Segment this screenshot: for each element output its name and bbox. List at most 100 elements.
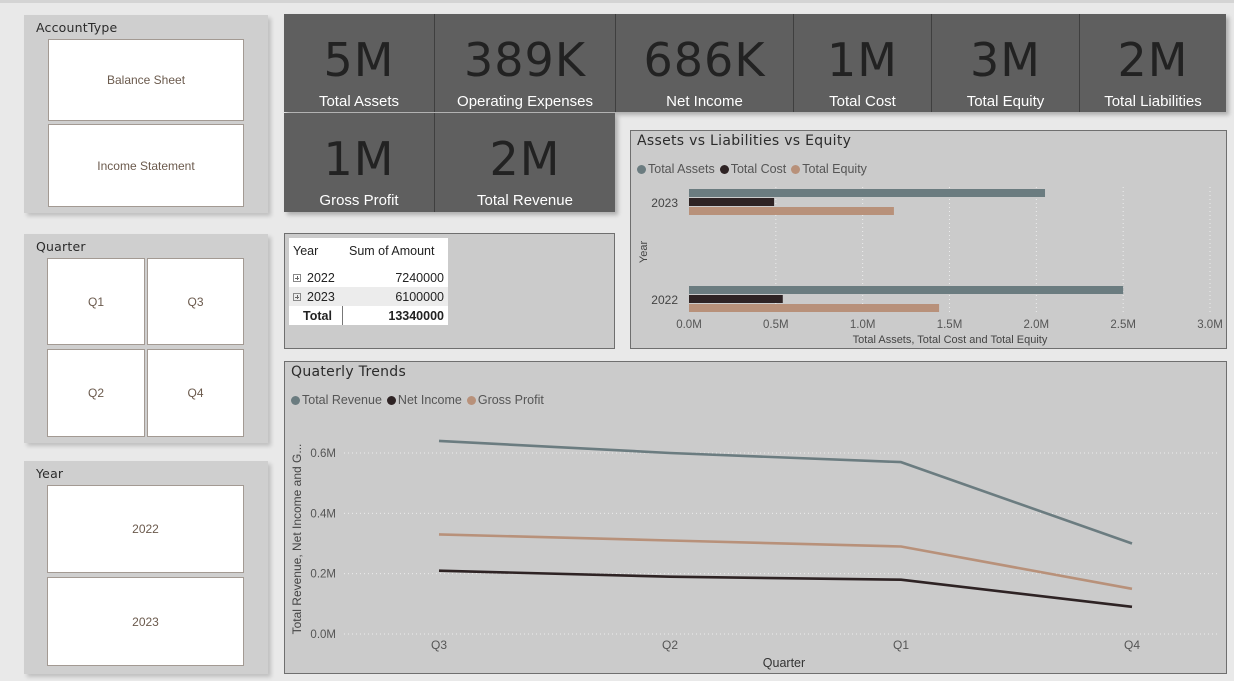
- slicer-item-q3[interactable]: Q3: [147, 258, 244, 345]
- bar: [689, 189, 1046, 197]
- x-tick-label: 1.0M: [850, 319, 876, 331]
- slicer-item-q2[interactable]: Q2: [47, 349, 145, 437]
- x-tick-label: 2.0M: [1024, 319, 1050, 331]
- legend-item[interactable]: Gross Profit: [466, 393, 544, 407]
- table-row: 2023 6100000: [289, 287, 448, 306]
- kpi-card-operating-expenses[interactable]: 389K Operating Expenses: [435, 14, 616, 112]
- matrix-header-row: Year Sum of Amount: [289, 238, 448, 263]
- series-line: [438, 533, 1133, 591]
- slicer-year: Year 2022 2023: [24, 461, 268, 674]
- matrix-header-amount[interactable]: Sum of Amount: [349, 243, 435, 258]
- kpi-label: Total Liabilities: [1104, 93, 1202, 110]
- bar-chart: Year Total Assets, Total Cost and Total …: [638, 187, 1223, 346]
- x-tick-label: 1.5M: [937, 319, 963, 331]
- x-tick-label: 2.5M: [1110, 319, 1136, 331]
- y-tick-label: 0.2M: [310, 569, 336, 581]
- x-tick-label: Q1: [893, 638, 909, 652]
- kpi-card-total-assets[interactable]: 5M Total Assets: [284, 14, 435, 112]
- matrix-year: 2023: [307, 289, 335, 304]
- matrix-panel: Year Sum of Amount 2022 7240000 2023 610…: [284, 233, 615, 349]
- matrix-table: Year Sum of Amount 2022 7240000 2023 610…: [289, 238, 448, 325]
- legend-label: Total Equity: [802, 162, 867, 176]
- slicer-quarter: Quarter Q1 Q3 Q2 Q4: [24, 234, 268, 443]
- kpi-card-total-equity[interactable]: 3M Total Equity: [932, 14, 1080, 112]
- series-line: [438, 569, 1133, 609]
- x-axis-title: Quarter: [763, 656, 805, 670]
- kpi-label: Total Revenue: [477, 192, 573, 209]
- x-tick-label: 0.5M: [763, 319, 789, 331]
- kpi-card-total-liabilities[interactable]: 2M Total Liabilities: [1080, 14, 1226, 112]
- legend-dot-icon: [791, 164, 801, 174]
- kpi-card-total-cost[interactable]: 1M Total Cost: [794, 14, 932, 112]
- bar: [689, 207, 894, 215]
- slicer-item-2023[interactable]: 2023: [47, 577, 244, 666]
- bar: [689, 295, 783, 303]
- kpi-value: 1M: [827, 33, 898, 87]
- y-tick-label: 0.0M: [310, 629, 336, 641]
- kpi-value: 2M: [489, 132, 561, 186]
- kpi-card-net-income[interactable]: 686K Net Income: [616, 14, 794, 112]
- slicer-item-q4[interactable]: Q4: [147, 349, 244, 437]
- kpi-row-1: 5M Total Assets 389K Operating Expenses …: [284, 14, 1226, 112]
- x-tick-label: Q2: [662, 638, 678, 652]
- series-line: [438, 439, 1133, 545]
- bar-chart-panel: Assets vs Liabilities vs Equity Total As…: [630, 130, 1227, 349]
- legend-item[interactable]: Total Assets: [637, 162, 715, 176]
- slicer-item-2022[interactable]: 2022: [47, 485, 244, 573]
- kpi-label: Total Assets: [318, 93, 400, 110]
- kpi-value: 389K: [464, 33, 586, 87]
- legend-dot-icon: [719, 164, 729, 174]
- legend-label: Total Cost: [730, 162, 787, 176]
- top-bar: [0, 0, 1234, 3]
- kpi-value: 686K: [643, 33, 766, 87]
- matrix-amount: 6100000: [395, 289, 444, 304]
- y-axis-title: Total Revenue, Net Income and G...: [290, 444, 304, 635]
- line-chart: Total Revenue, Net Income and G... Quart…: [290, 439, 1219, 670]
- slicer-item-income-statement[interactable]: Income Statement: [48, 124, 244, 207]
- kpi-label: Total Cost: [829, 93, 896, 110]
- kpi-row-2: 1M Gross Profit 2M Total Revenue: [284, 113, 615, 212]
- legend-dot-icon: [637, 164, 646, 174]
- legend-item[interactable]: Total Equity: [791, 162, 867, 176]
- kpi-value: 2M: [1117, 33, 1189, 87]
- y-tick-label: 2023: [651, 196, 678, 210]
- slicer-item-q1[interactable]: Q1: [47, 258, 145, 345]
- kpi-label: Gross Profit: [319, 192, 399, 209]
- matrix-year: 2022: [307, 270, 335, 285]
- table-row: 2022 7240000: [289, 268, 448, 287]
- slicer-account-type: AccountType Balance Sheet Income Stateme…: [24, 15, 268, 213]
- bar: [689, 198, 775, 206]
- line-chart-panel: Quaterly Trends Total Revenue Net Income…: [284, 361, 1227, 674]
- legend-label: Net Income: [397, 393, 462, 407]
- y-tick-label: 0.4M: [310, 508, 336, 520]
- chart-title: Assets vs Liabilities vs Equity: [637, 133, 852, 149]
- kpi-label: Operating Expenses: [457, 93, 593, 110]
- kpi-value: 3M: [970, 33, 1041, 87]
- kpi-card-gross-profit[interactable]: 1M Gross Profit: [284, 113, 435, 212]
- x-tick-label: 3.0M: [1197, 319, 1223, 331]
- legend-item[interactable]: Net Income: [386, 393, 462, 407]
- matrix-header-year[interactable]: Year: [293, 243, 319, 258]
- matrix-total-label: Total: [289, 306, 343, 325]
- slicer-item-balance-sheet[interactable]: Balance Sheet: [48, 39, 244, 121]
- matrix-year-cell: 2022: [289, 271, 343, 285]
- y-tick-label: 0.6M: [310, 448, 336, 460]
- kpi-label: Net Income: [666, 93, 743, 110]
- legend-item[interactable]: Total Cost: [719, 162, 787, 176]
- y-tick-label: 2022: [651, 293, 678, 307]
- legend-dot-icon: [466, 395, 476, 405]
- legend-dot-icon: [386, 395, 396, 405]
- x-tick-label: 0.0M: [676, 319, 702, 331]
- legend-item[interactable]: Total Revenue: [291, 393, 382, 407]
- x-tick-label: Q3: [431, 638, 447, 652]
- expand-icon[interactable]: [293, 292, 301, 301]
- legend-label: Total Assets: [648, 162, 715, 176]
- slicer-title: Year: [36, 466, 64, 481]
- legend-dot-icon: [291, 395, 300, 405]
- chart-legend: Total Assets Total Cost Total Equity: [637, 162, 867, 176]
- chart-title: Quaterly Trends: [291, 364, 407, 380]
- y-axis-title: Year: [638, 241, 650, 264]
- expand-icon[interactable]: [293, 273, 301, 282]
- kpi-label: Total Equity: [966, 93, 1045, 110]
- kpi-card-total-revenue[interactable]: 2M Total Revenue: [435, 113, 615, 212]
